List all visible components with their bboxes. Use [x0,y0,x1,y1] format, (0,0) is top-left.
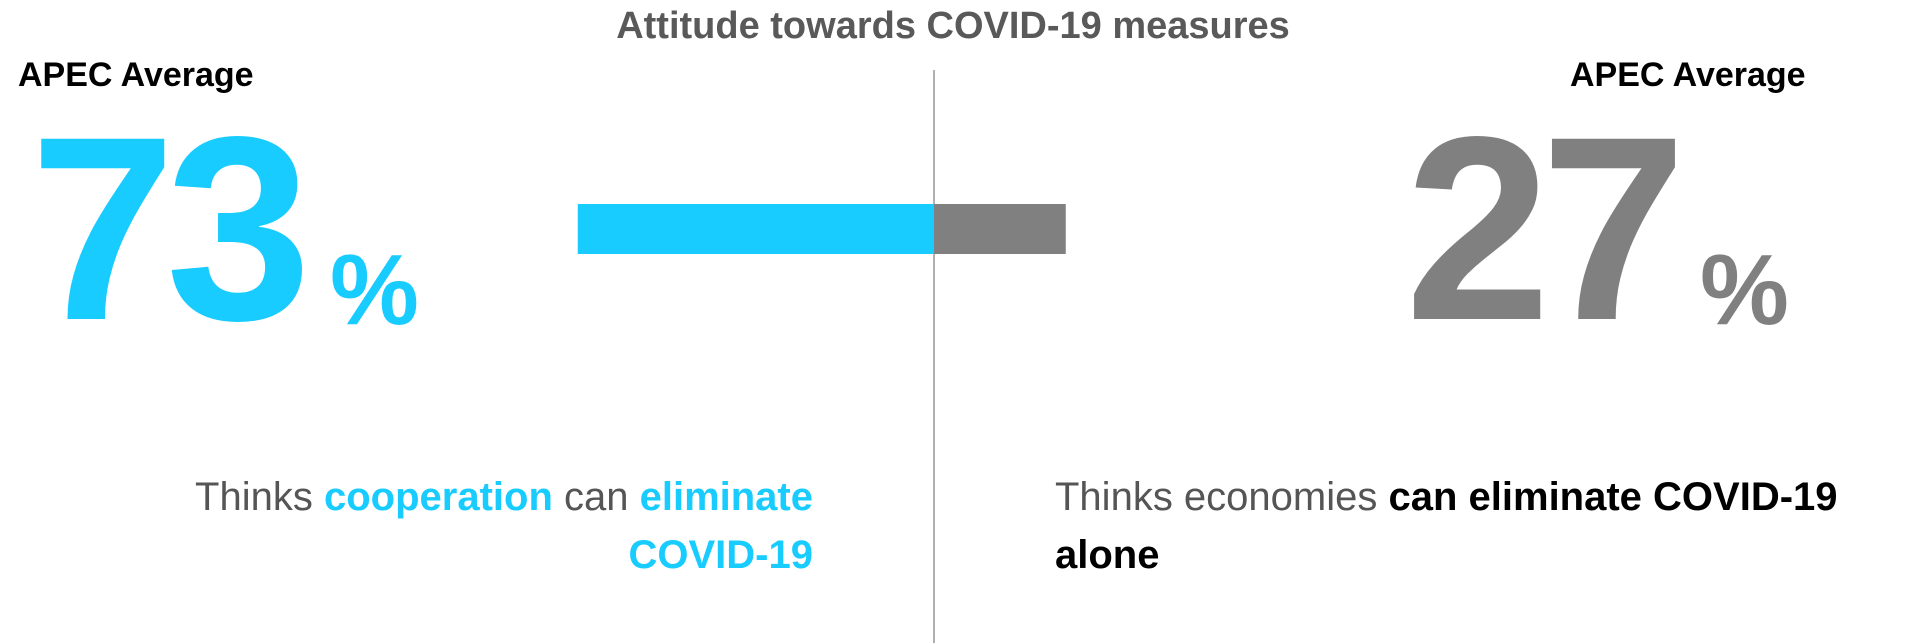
right-caption: Thinks economies can eliminate COVID-19 … [1055,468,1906,584]
right-average-label: APEC Average [1570,56,1806,94]
left-caption-text-1: Thinks [195,475,324,519]
right-percent-sign: % [1700,234,1789,346]
left-caption-highlight-2: eliminate COVID-19 [628,475,814,577]
left-caption-highlight-1: cooperation [323,475,553,519]
left-percent-sign: % [330,234,419,346]
right-caption-highlight: can eliminate COVID-19 alone [1055,475,1838,577]
right-percentage-value: 27 [1405,82,1686,375]
left-average-label: APEC Average [18,56,254,94]
right-caption-text-1: Thinks economies [1055,475,1389,519]
left-percentage-value: 73 [30,82,311,375]
bar-cooperation [577,204,934,254]
left-caption: Thinks cooperation can eliminate COVID-1… [100,468,813,584]
chart-title: Attitude towards COVID-19 measures [616,5,1290,47]
center-divider [933,70,935,643]
left-caption-text-2: can [552,475,640,519]
bar-alone [934,204,1066,254]
